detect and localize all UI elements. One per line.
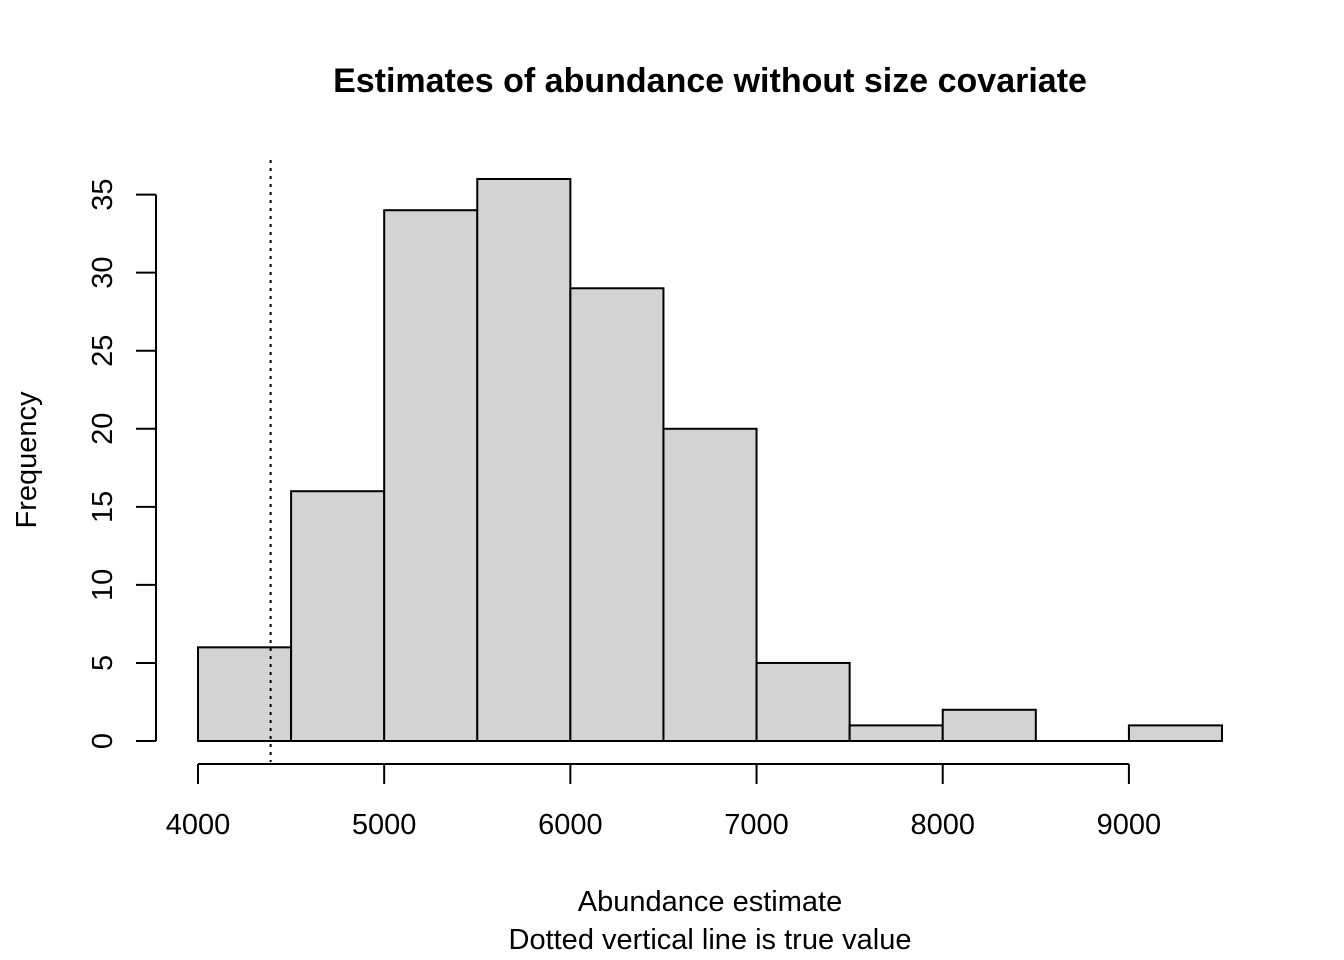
x-tick-label: 8000 [910,809,975,841]
x-tick-label: 5000 [352,809,417,841]
histogram-bar [755,661,851,743]
x-tick-label: 6000 [538,809,603,841]
y-tick-label: 25 [87,335,119,367]
y-tick-label: 15 [87,491,119,523]
y-tick-label: 5 [87,655,119,671]
y-tick-label: 30 [87,257,119,289]
y-tick-label: 0 [87,733,119,749]
histogram-bar [662,427,758,742]
y-tick-label: 20 [87,413,119,445]
y-axis: 0 5 10 15 20 25 30 35 [87,178,157,749]
x-tick-label: 9000 [1097,809,1162,841]
x-axis-label: Abundance estimate [578,886,842,918]
x-tick-label: 4000 [166,809,231,841]
histogram-bar [290,490,386,742]
bars-group [197,178,1223,743]
x-tick-label: 7000 [724,809,789,841]
histogram-bar [197,646,293,742]
histogram-bar [383,209,479,742]
x-axis-subtitle: Dotted vertical line is true value [509,924,912,956]
histogram-bar [1127,724,1223,743]
histogram-bar [569,287,665,742]
histogram-bar [848,724,944,743]
y-tick-label: 35 [87,178,119,210]
y-axis-label: Frequency [11,391,43,529]
histogram-bar [941,708,1037,742]
histogram-bar [476,178,572,742]
x-axis: 4000 5000 6000 7000 8000 9000 [166,763,1162,841]
y-tick-label: 10 [87,569,119,601]
chart-title: Estimates of abundance without size cova… [333,62,1087,100]
